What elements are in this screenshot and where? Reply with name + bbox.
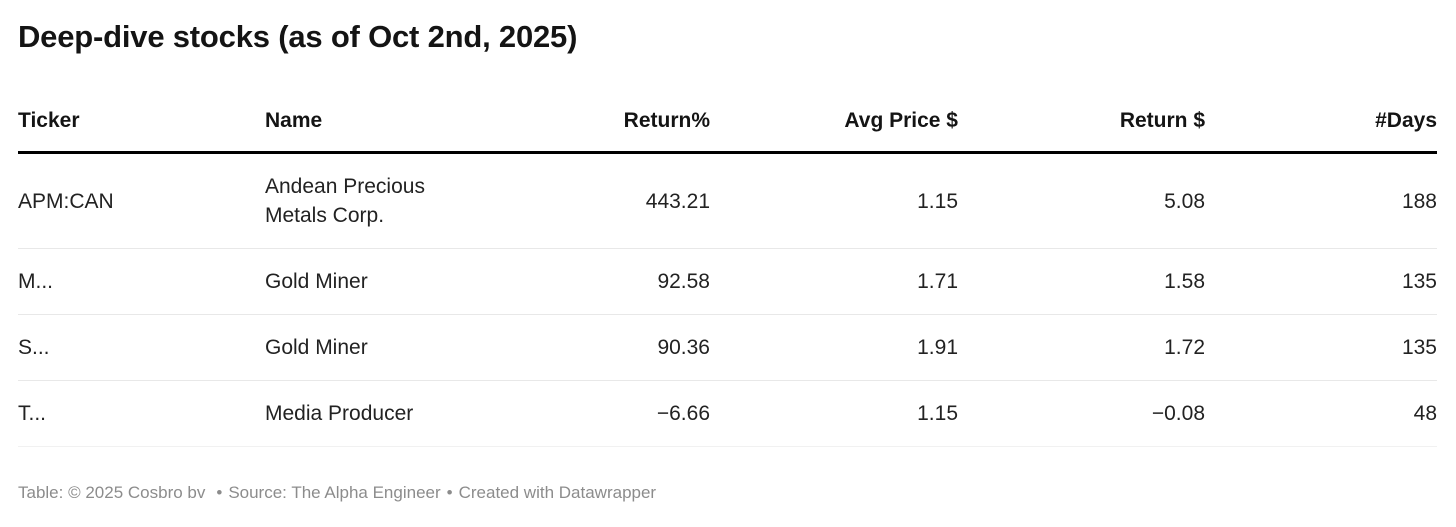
col-header-ticker: Ticker — [18, 95, 265, 154]
cell-return-usd: 5.08 — [958, 152, 1205, 249]
cell-ticker: M... — [18, 248, 265, 315]
table-header-row: Ticker Name Return% Avg Price $ Return $… — [18, 95, 1437, 154]
col-header-return-pct: Return% — [462, 95, 710, 154]
footer-table-credit: Table: © 2025 Cosbro bv — [18, 483, 206, 502]
bullet-separator: • — [216, 483, 223, 502]
cell-name: Media Producer — [265, 380, 462, 447]
footer-source: Source: The Alpha Engineer — [228, 483, 441, 502]
cell-avg-price: 1.91 — [710, 314, 958, 381]
cell-return-pct: 443.21 — [462, 152, 710, 249]
table-row: M... Gold Miner 92.58 1.71 1.58 135 — [18, 248, 1437, 315]
cell-ticker: APM:CAN — [18, 152, 265, 249]
footer-credits: Table: © 2025 Cosbro bv • Source: The Alph… — [18, 483, 1437, 503]
cell-days: 135 — [1205, 314, 1437, 381]
bullet-separator: • — [446, 483, 453, 502]
col-header-name: Name — [265, 95, 462, 154]
cell-ticker: S... — [18, 314, 265, 381]
cell-return-usd: 1.72 — [958, 314, 1205, 381]
table-row: S... Gold Miner 90.36 1.91 1.72 135 — [18, 314, 1437, 381]
cell-ticker: T... — [18, 380, 265, 447]
cell-return-pct: 90.36 — [462, 314, 710, 381]
cell-avg-price: 1.15 — [710, 152, 958, 249]
cell-name: Andean Precious Metals Corp. — [265, 152, 462, 249]
col-header-avg-price: Avg Price $ — [710, 95, 958, 154]
cell-days: 135 — [1205, 248, 1437, 315]
cell-return-pct: 92.58 — [462, 248, 710, 315]
datawrapper-link[interactable]: Created with Datawrapper — [458, 483, 657, 502]
stocks-table: Ticker Name Return% Avg Price $ Return $… — [18, 95, 1437, 447]
cell-name: Gold Miner — [265, 248, 462, 315]
cell-return-pct: −6.66 — [462, 380, 710, 447]
cell-return-usd: 1.58 — [958, 248, 1205, 315]
cell-avg-price: 1.15 — [710, 380, 958, 447]
cell-days: 48 — [1205, 380, 1437, 447]
cell-return-usd: −0.08 — [958, 380, 1205, 447]
cell-days: 188 — [1205, 152, 1437, 249]
table-row: APM:CAN Andean Precious Metals Corp. 443… — [18, 152, 1437, 249]
cell-name: Gold Miner — [265, 314, 462, 381]
cell-avg-price: 1.71 — [710, 248, 958, 315]
page-title: Deep-dive stocks (as of Oct 2nd, 2025) — [18, 19, 578, 54]
table-row: T... Media Producer −6.66 1.15 −0.08 48 — [18, 380, 1437, 447]
col-header-days: #Days — [1205, 95, 1437, 154]
col-header-return-usd: Return $ — [958, 95, 1205, 154]
